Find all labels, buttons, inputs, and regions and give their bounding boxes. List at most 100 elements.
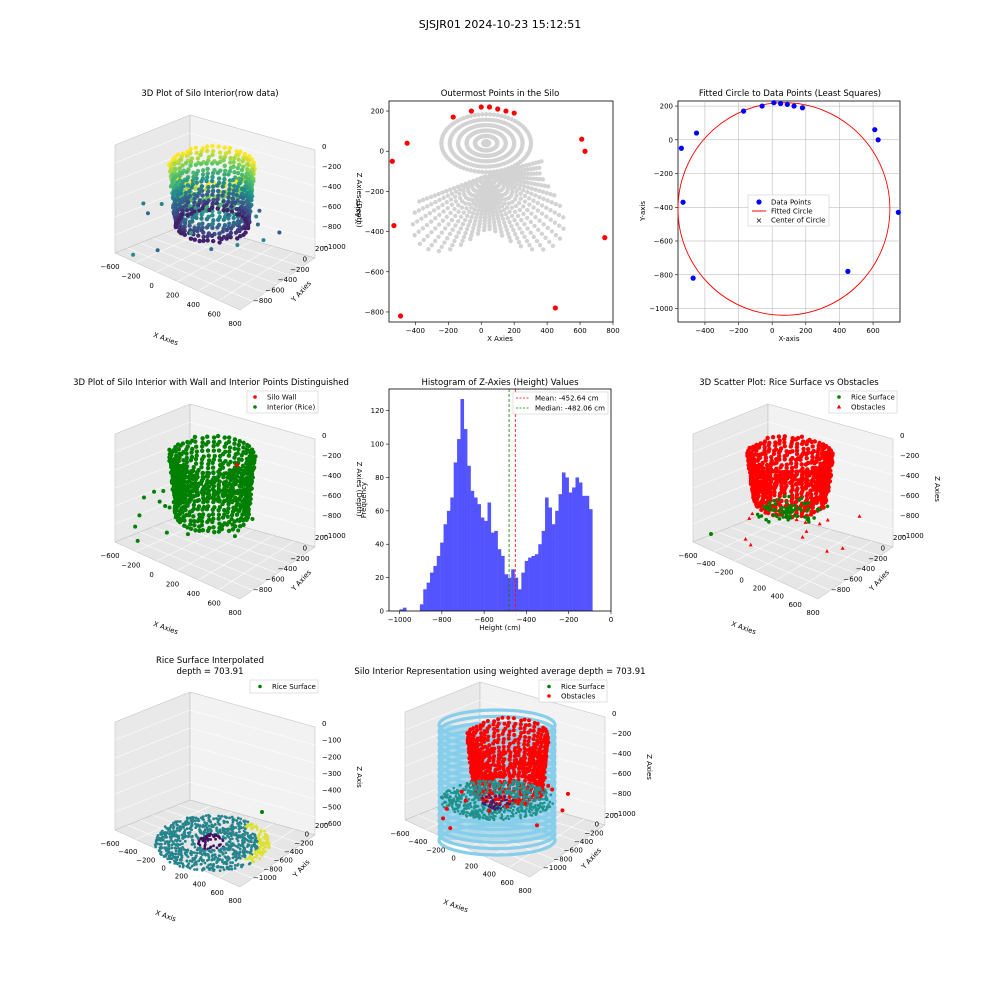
- surface-point: [163, 830, 167, 834]
- data-point: [230, 191, 236, 197]
- data-point: [193, 145, 198, 151]
- data-point: [211, 483, 217, 489]
- data-point: [199, 216, 204, 221]
- y-tick-label: 0: [305, 831, 309, 839]
- data-point: [797, 481, 803, 486]
- data-point: [257, 208, 262, 213]
- data-point: [220, 515, 226, 520]
- data-point: [232, 170, 237, 175]
- data-point: [523, 756, 528, 761]
- data-point: [807, 473, 812, 478]
- data-point: [229, 209, 235, 214]
- scan-point: [518, 182, 523, 188]
- scan-point: [498, 226, 503, 231]
- surface-point: [222, 848, 226, 852]
- data-point: [206, 461, 211, 467]
- data-point: [810, 505, 815, 510]
- scan-point: [427, 211, 433, 216]
- data-point: [527, 757, 532, 762]
- histogram-bar: [501, 555, 505, 611]
- data-point: [767, 486, 772, 491]
- outermost-point: [478, 104, 484, 110]
- histogram-bar: [402, 607, 407, 611]
- data-point: [226, 191, 232, 196]
- data-point: [169, 464, 174, 470]
- scan-point: [509, 117, 515, 122]
- data-point: [237, 439, 242, 444]
- scan-point: [483, 164, 489, 169]
- data-point: [777, 497, 781, 502]
- scan-point: [453, 199, 459, 204]
- grid-line: [189, 132, 316, 169]
- outermost-point: [579, 136, 585, 142]
- data-point: [193, 456, 199, 462]
- data-point: [200, 448, 205, 454]
- data-point: [189, 231, 194, 236]
- data-point: [237, 483, 242, 489]
- legend-label: Center of Circle: [771, 217, 825, 225]
- surface-point: [158, 842, 162, 846]
- scan-point: [476, 112, 481, 117]
- z-tick-label: −200: [900, 452, 919, 460]
- data-point: [229, 512, 235, 518]
- data-point: [495, 740, 500, 745]
- data-point: [204, 442, 209, 447]
- scan-point: [459, 199, 465, 204]
- x-tick-label: 800: [228, 320, 241, 328]
- data-point: [172, 161, 177, 167]
- data-point: [224, 236, 229, 241]
- data-point: [789, 506, 793, 511]
- scan-point: [539, 183, 544, 188]
- scan-point: [499, 197, 505, 202]
- scan-point: [487, 227, 492, 232]
- x-tick-label: 600: [866, 327, 879, 335]
- y-tick-label: −200: [294, 839, 313, 847]
- scan-point: [480, 164, 486, 169]
- surface-point: [180, 825, 184, 829]
- scan-point: [428, 219, 434, 224]
- surface-point: [258, 857, 262, 861]
- histogram-bar: [558, 494, 563, 611]
- data-point: [182, 475, 187, 480]
- scan-point: [472, 168, 477, 174]
- scan-point: [433, 199, 438, 205]
- data-point: [222, 163, 227, 169]
- scan-point: [453, 223, 458, 228]
- data-point: [187, 188, 192, 194]
- scan-point: [436, 234, 441, 240]
- scan-point: [423, 213, 428, 219]
- scan-point: [532, 223, 537, 229]
- data-point: [233, 230, 239, 235]
- data-point: [690, 275, 696, 281]
- data-point: [229, 204, 234, 209]
- data-point: [169, 457, 174, 462]
- scan-point: [483, 169, 489, 175]
- surface-point: [239, 817, 243, 821]
- panel-title: 3D Plot of Silo Interior with Wall and I…: [73, 378, 349, 388]
- data-point: [813, 465, 818, 471]
- data-point: [201, 484, 207, 490]
- legend-label: Interior (Rice): [267, 404, 315, 412]
- x-tick-label: −400: [695, 327, 714, 335]
- data-point: [226, 453, 232, 458]
- scan-point: [424, 222, 430, 228]
- surface-point: [223, 815, 227, 819]
- scan-point: [524, 238, 530, 244]
- z-tick-label: 0: [900, 432, 904, 440]
- data-point: [788, 444, 794, 449]
- data-point: [220, 492, 225, 497]
- surface-point: [193, 845, 197, 849]
- z-tick-label: −500: [322, 803, 341, 811]
- data-point: [799, 508, 803, 512]
- data-point: [476, 762, 481, 767]
- surface-point: [243, 827, 247, 831]
- x-tick-label: −800: [432, 616, 451, 624]
- data-point: [210, 143, 215, 149]
- x-tick-label: 600: [573, 327, 586, 335]
- surface-point: [163, 835, 167, 839]
- scan-point: [557, 203, 563, 208]
- surface-point: [207, 867, 211, 871]
- histogram-bar: [440, 542, 444, 611]
- data-point: [235, 170, 241, 176]
